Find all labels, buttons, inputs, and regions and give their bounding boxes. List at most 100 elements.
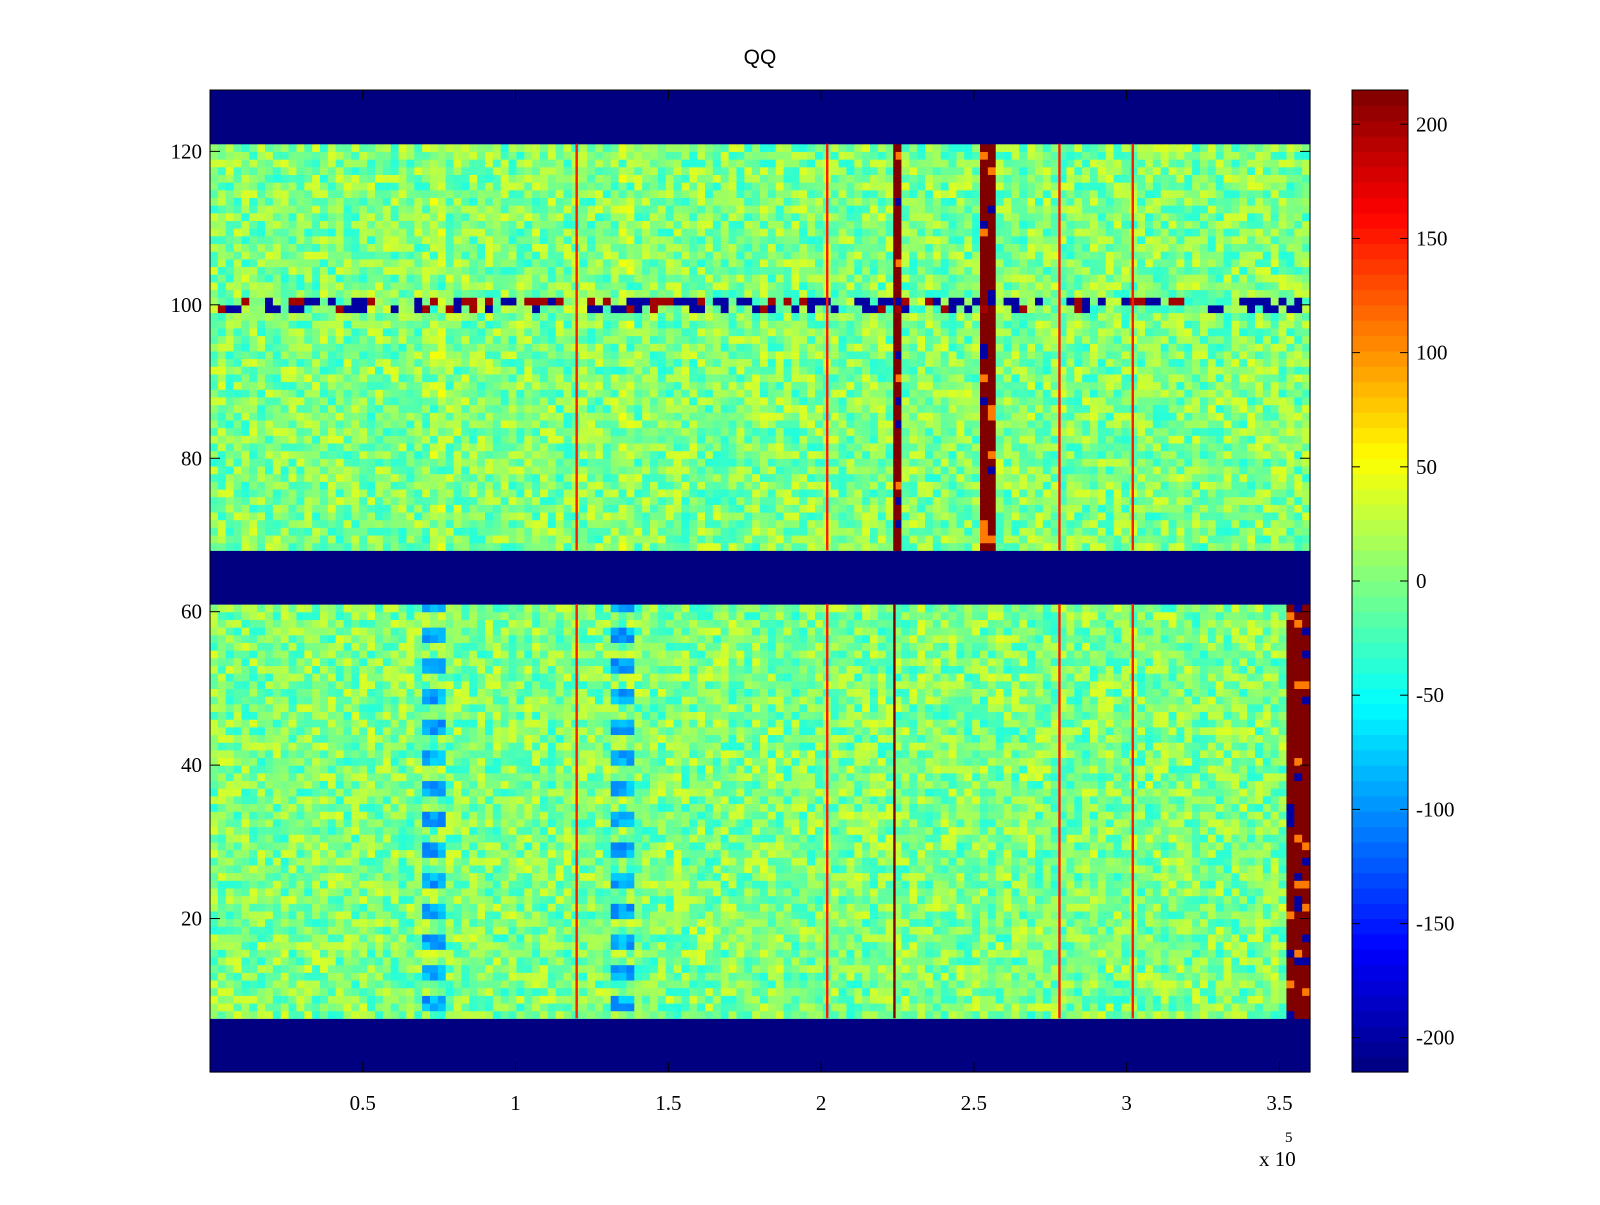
- heatmap-cell: [767, 1002, 777, 1012]
- heatmap-cell: [1231, 972, 1240, 981]
- heatmap-cell: [1239, 1018, 1248, 1027]
- heatmap-cell: [956, 834, 965, 843]
- heatmap-cell: [760, 1002, 769, 1012]
- heatmap-cell: [327, 841, 337, 851]
- heatmap-cell: [406, 926, 415, 935]
- heatmap-cell: [846, 803, 855, 812]
- heatmap-cell: [791, 933, 800, 943]
- heatmap-cell: [1137, 1010, 1146, 1019]
- heatmap-cell: [398, 872, 408, 881]
- heatmap-cell: [217, 803, 227, 812]
- heatmap-cell: [956, 1018, 965, 1027]
- heatmap-cell: [760, 903, 769, 912]
- heatmap-cell: [508, 864, 518, 874]
- heatmap-cell: [406, 979, 415, 989]
- heatmap-cell: [736, 818, 745, 828]
- heatmap-cell: [398, 803, 408, 812]
- heatmap-cell: [964, 1018, 973, 1027]
- heatmap-cell: [1176, 849, 1185, 858]
- heatmap-cell: [414, 826, 423, 835]
- heatmap-cell: [1035, 979, 1044, 989]
- heatmap-cell: [516, 1064, 525, 1073]
- heatmap-cell: [760, 918, 769, 927]
- heatmap-cell: [241, 910, 250, 920]
- heatmap-cell: [901, 1018, 910, 1027]
- heatmap-cell: [1286, 949, 1295, 958]
- heatmap-cell: [893, 1056, 903, 1065]
- heatmap-cell: [532, 857, 541, 866]
- heatmap-cell: [948, 834, 958, 843]
- heatmap-cell: [901, 926, 910, 935]
- heatmap-cell: [610, 964, 620, 973]
- heatmap-cell: [414, 887, 423, 897]
- heatmap-cell: [492, 841, 502, 851]
- heatmap-cell: [461, 995, 470, 1004]
- heatmap-cell: [445, 849, 455, 858]
- heatmap-cell: [807, 949, 816, 958]
- heatmap-cell: [838, 964, 848, 973]
- heatmap-cell: [225, 1064, 235, 1073]
- heatmap-cell: [304, 972, 313, 981]
- heatmap-cell: [1011, 903, 1020, 912]
- heatmap-cell: [312, 956, 321, 966]
- heatmap-cell: [217, 834, 227, 843]
- heatmap-cell: [1207, 826, 1217, 835]
- heatmap-cell: [233, 872, 243, 881]
- heatmap-cell: [775, 1064, 785, 1073]
- heatmap-cell: [579, 872, 588, 881]
- heatmap-cell: [492, 872, 502, 881]
- heatmap-cell: [210, 972, 219, 981]
- heatmap-cell: [1184, 803, 1193, 812]
- heatmap-cell: [972, 1056, 981, 1065]
- heatmap-cell: [1200, 818, 1209, 828]
- heatmap-cell: [1097, 895, 1107, 904]
- heatmap-cell: [610, 811, 620, 820]
- heatmap-cell: [775, 1002, 785, 1012]
- heatmap-cell: [288, 995, 298, 1004]
- heatmap-cell: [1105, 857, 1115, 866]
- heatmap-cell: [830, 841, 840, 851]
- heatmap-cell: [980, 903, 989, 912]
- heatmap-cell: [940, 1064, 950, 1073]
- heatmap-cell: [516, 834, 525, 843]
- heatmap-cell: [547, 933, 557, 943]
- heatmap-cell: [469, 956, 478, 966]
- heatmap-cell: [1278, 964, 1288, 973]
- heatmap-cell: [712, 1048, 722, 1058]
- heatmap-cell: [477, 803, 486, 812]
- heatmap-cell: [1105, 995, 1115, 1004]
- heatmap-cell: [414, 1056, 423, 1065]
- heatmap-cell: [885, 895, 895, 904]
- heatmap-cell: [367, 1064, 376, 1073]
- heatmap-cell: [964, 811, 973, 820]
- heatmap-cell: [1160, 987, 1170, 996]
- heatmap-cell: [445, 795, 455, 805]
- heatmap-cell: [720, 1056, 730, 1065]
- heatmap-cell: [406, 880, 415, 889]
- heatmap-cell: [1019, 995, 1028, 1004]
- heatmap-cell: [1294, 1033, 1303, 1042]
- heatmap-cell: [312, 1048, 321, 1058]
- heatmap-cell: [1090, 1025, 1099, 1035]
- heatmap-cell: [791, 864, 800, 874]
- heatmap-cell: [225, 795, 235, 805]
- heatmap-cell: [728, 918, 738, 927]
- heatmap-cell: [705, 926, 714, 935]
- heatmap-cell: [1215, 1025, 1225, 1035]
- heatmap-cell: [736, 918, 745, 927]
- heatmap-cell: [1255, 918, 1264, 927]
- heatmap-cell: [1302, 864, 1311, 874]
- heatmap-cell: [870, 1010, 879, 1019]
- heatmap-cell: [1050, 841, 1060, 851]
- heatmap-cell: [752, 964, 761, 973]
- heatmap-cell: [1129, 1064, 1138, 1073]
- heatmap-cell: [233, 818, 243, 828]
- heatmap-cell: [390, 918, 400, 927]
- heatmap-cell: [1168, 1064, 1178, 1073]
- heatmap-cell: [547, 964, 557, 973]
- heatmap-cell: [1278, 949, 1288, 958]
- heatmap-cell: [932, 795, 942, 805]
- heatmap-cell: [280, 979, 290, 989]
- heatmap-cell: [948, 895, 958, 904]
